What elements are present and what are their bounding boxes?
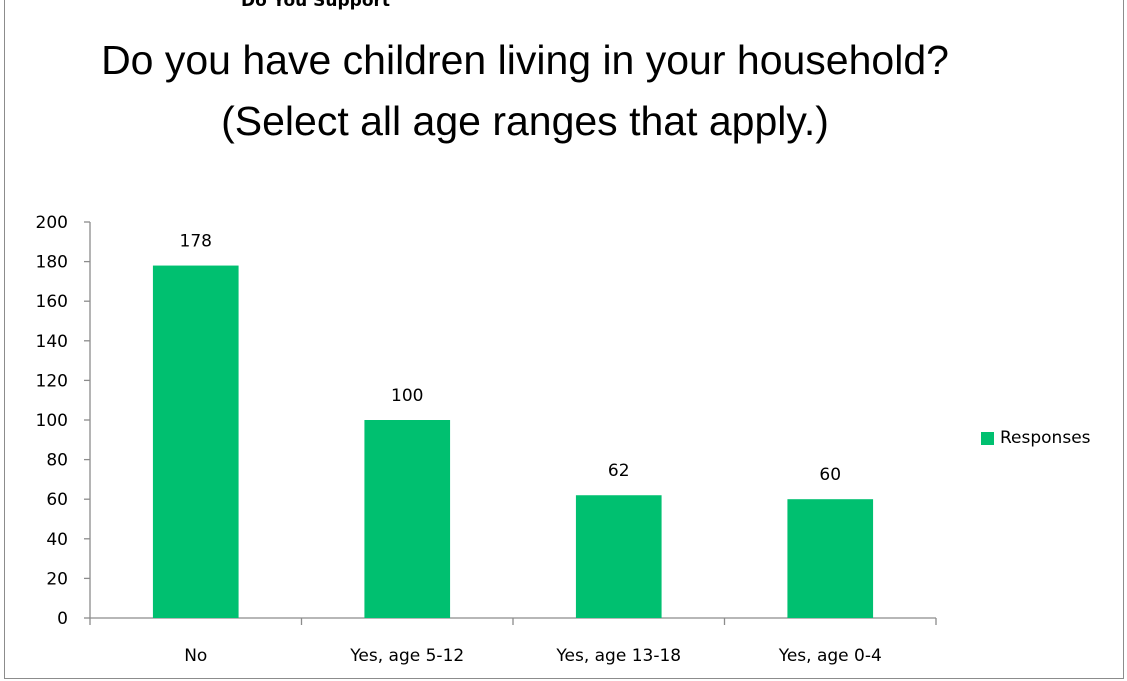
- chart-title: Do you have children living in your hous…: [101, 37, 949, 144]
- y-tick-label: 160: [36, 292, 68, 312]
- bar: [364, 420, 451, 618]
- x-category-label: Yes, age 13-18: [555, 646, 681, 666]
- legend-swatch: [981, 431, 994, 445]
- bar: [787, 499, 874, 618]
- bar-data-label: 100: [391, 386, 423, 406]
- bar-data-label: 178: [180, 232, 212, 252]
- y-axis: 0 20 40 60 80 100 120 140 160 180 200: [36, 213, 91, 629]
- y-tick-label: 140: [36, 332, 68, 352]
- legend-label: Responses: [1000, 428, 1091, 448]
- bar: [575, 495, 662, 618]
- chart-frame: Do You Support Do you have children livi…: [4, 0, 1124, 679]
- y-tick-label: 100: [36, 411, 68, 431]
- y-tick-label: 40: [46, 530, 68, 550]
- y-tick-label: 60: [46, 490, 68, 510]
- y-tick-label: 120: [36, 371, 68, 391]
- bar-series: [152, 265, 874, 618]
- y-tick-label: 180: [36, 253, 68, 273]
- cut-off-header-text: Do You Support: [241, 0, 391, 11]
- bar: [152, 265, 239, 618]
- bar-data-label: 60: [819, 465, 841, 485]
- legend: Responses: [981, 428, 1091, 448]
- y-tick-label: 200: [36, 213, 68, 233]
- y-tick-label: 80: [46, 451, 68, 471]
- x-category-label: Yes, age 0-4: [778, 646, 882, 666]
- x-category-label: Yes, age 5-12: [349, 646, 464, 666]
- data-labels: 178 100 62 60: [180, 232, 842, 486]
- bar-chart: 0 20 40 60 80 100 120 140 160 180 200 No Yes, age 5…: [36, 213, 937, 666]
- bar-data-label: 62: [608, 461, 630, 481]
- x-axis: No Yes, age 5-12 Yes, age 13-18 Yes, age 0-…: [89, 617, 937, 666]
- y-tick-label: 0: [57, 609, 68, 629]
- x-category-label: No: [184, 646, 207, 666]
- y-tick-label: 20: [46, 569, 68, 589]
